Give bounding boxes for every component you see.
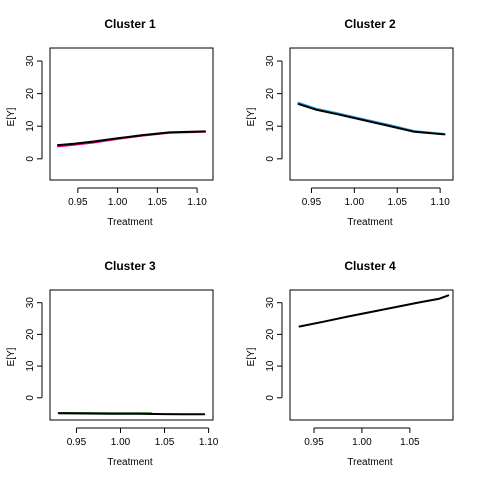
y-tick-label: 30 xyxy=(265,297,276,309)
x-axis-label: Treatment xyxy=(107,457,152,468)
y-tick-label: 30 xyxy=(265,55,276,67)
x-axis-label: Treatment xyxy=(107,217,152,228)
y-tick-label: 20 xyxy=(25,88,36,100)
x-tick-label: 1.10 xyxy=(430,197,450,208)
x-tick-label: 1.10 xyxy=(199,437,219,448)
x-tick-label: 0.95 xyxy=(68,197,88,208)
series-line xyxy=(297,101,446,135)
y-tick-label: 10 xyxy=(25,360,36,372)
y-tick-label: 30 xyxy=(25,55,36,67)
cluster-4-panel: Cluster 4 Treatment E[Y] 0.95 1.00 1.05 0 10… xyxy=(246,259,454,468)
cluster-3-panel: Cluster 3 Treatment E[Y] 0.95 1.00 1.05 1.1… xyxy=(6,259,219,468)
y-tick-label: 0 xyxy=(265,395,276,401)
plot-frame xyxy=(49,289,214,421)
x-tick-label: 1.05 xyxy=(148,197,168,208)
y-tick-label: 20 xyxy=(25,328,36,340)
y-tick-label: 0 xyxy=(265,156,276,162)
y-tick-label: 10 xyxy=(265,360,276,372)
x-axis-label: Treatment xyxy=(347,457,392,468)
series-line xyxy=(298,294,450,328)
x-tick-label: 0.95 xyxy=(67,437,87,448)
y-tick-label: 10 xyxy=(265,120,276,132)
x-tick-label: 1.00 xyxy=(111,437,131,448)
series-line xyxy=(57,130,206,148)
x-tick-label: 1.05 xyxy=(400,437,420,448)
series-line xyxy=(57,412,206,416)
series-line xyxy=(57,130,206,147)
y-axis-label: E[Y] xyxy=(6,347,17,366)
x-tick-label: 1.00 xyxy=(345,197,365,208)
cluster-2-panel: Cluster 2 Treatment E[Y] 0.95 1.00 1.05 1.1… xyxy=(246,17,454,228)
panel-title: Cluster 2 xyxy=(344,17,396,31)
cluster-1-panel: Cluster 1 Treatment E[Y] 0.95 1.00 1.05 1.1… xyxy=(6,17,214,228)
x-tick-label: 1.05 xyxy=(388,197,408,208)
y-axis-label: E[Y] xyxy=(6,107,17,126)
series-line xyxy=(297,103,446,136)
y-axis-label: E[Y] xyxy=(246,347,257,366)
y-axis-label: E[Y] xyxy=(246,107,257,126)
y-tick-label: 0 xyxy=(25,156,36,162)
x-tick-label: 1.00 xyxy=(108,197,128,208)
x-tick-label: 1.05 xyxy=(155,437,175,448)
panel-title: Cluster 1 xyxy=(104,17,156,31)
plot-frame xyxy=(289,47,454,181)
x-tick-label: 1.00 xyxy=(352,437,372,448)
plot-frame xyxy=(49,47,214,181)
x-axis-label: Treatment xyxy=(347,217,392,228)
x-tick-label: 1.10 xyxy=(187,197,207,208)
plot-frame xyxy=(289,289,454,421)
panel-title: Cluster 4 xyxy=(344,259,396,273)
y-tick-label: 30 xyxy=(25,297,36,309)
x-tick-label: 0.95 xyxy=(302,197,322,208)
x-tick-label: 0.95 xyxy=(304,437,324,448)
y-tick-label: 0 xyxy=(25,395,36,401)
y-tick-label: 20 xyxy=(265,88,276,100)
y-tick-label: 20 xyxy=(265,328,276,340)
panel-title: Cluster 3 xyxy=(104,259,156,273)
y-tick-label: 10 xyxy=(25,120,36,132)
